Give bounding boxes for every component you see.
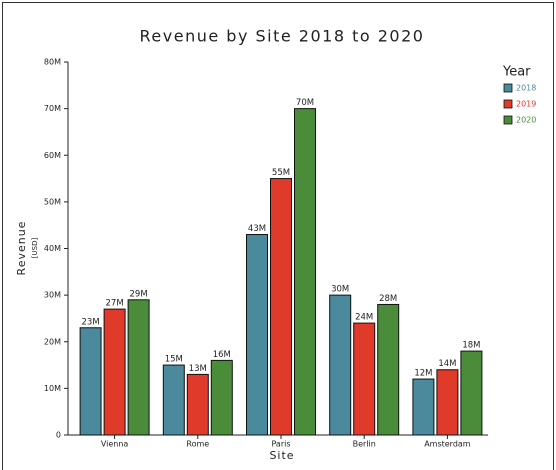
legend-swatch (503, 83, 513, 93)
bar (79, 327, 102, 436)
bar (210, 359, 233, 436)
x-tick-label: Vienna (101, 440, 129, 449)
y-tick-label: 40M (44, 244, 61, 253)
value-label: 24M (355, 313, 373, 323)
x-axis-label: Site (269, 449, 294, 462)
bar (329, 294, 352, 436)
value-label: 15M (165, 355, 183, 365)
bar (377, 303, 400, 436)
value-label: 23M (82, 317, 100, 327)
bar (246, 234, 268, 436)
chart-title: Revenue by Site 2018 to 2020 (140, 27, 425, 46)
y-tick-label: 10M (44, 384, 61, 393)
bar (436, 369, 459, 436)
bar (353, 322, 376, 436)
bar (460, 350, 483, 436)
legend-swatch (503, 99, 513, 109)
legend-swatch (503, 115, 513, 125)
x-tick-label: Rome (186, 440, 209, 449)
y-axis-label: Revenue (15, 221, 28, 276)
value-label: 14M (438, 359, 456, 369)
bar (103, 308, 126, 436)
value-label: 16M (213, 350, 231, 360)
value-label: 55M (272, 168, 290, 178)
bar (162, 364, 185, 436)
bar (412, 378, 435, 436)
y-tick-label: 50M (44, 197, 61, 206)
value-label: 12M (414, 369, 432, 379)
value-label: 27M (106, 299, 124, 309)
value-label: 18M (462, 341, 480, 351)
y-tick-label: 60M (44, 151, 61, 160)
value-label: 30M (331, 285, 349, 295)
y-tick-label: 0 (56, 431, 61, 440)
y-tick-label: 70M (44, 104, 61, 113)
y-tick-label: 30M (44, 291, 61, 300)
legend-label: 2019 (516, 100, 536, 109)
value-label: 29M (130, 289, 148, 299)
x-tick-label: Berlin (353, 440, 376, 449)
x-tick-label: Amsterdam (424, 440, 471, 449)
y-tick-label: 80M (44, 58, 61, 67)
value-label: 43M (248, 224, 266, 234)
bar (270, 178, 292, 436)
y-tick-label: 20M (44, 337, 61, 346)
bar (127, 299, 150, 436)
value-label: 70M (296, 98, 314, 108)
value-label: 28M (379, 294, 397, 304)
value-label: 13M (189, 364, 207, 374)
bar (186, 373, 209, 436)
bar (294, 108, 316, 436)
legend-label: 2020 (516, 116, 536, 125)
legend-label: 2018 (516, 84, 536, 93)
legend-title: Year (502, 65, 531, 80)
y-axis-sublabel: [USD] (31, 238, 39, 259)
x-tick-label: Paris (271, 440, 290, 449)
